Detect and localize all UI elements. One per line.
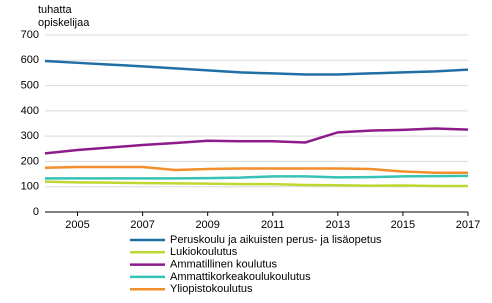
legend-label: Ammattikorkeakoulukoulutus xyxy=(170,271,311,283)
legend-label: Lukiokoulutus xyxy=(170,246,238,258)
x-tick-label: 2009 xyxy=(195,219,219,231)
x-tick-label: 2005 xyxy=(65,219,89,231)
legend-label: Peruskoulu ja aikuisten perus- ja lisäop… xyxy=(170,234,382,246)
series-line xyxy=(44,180,468,188)
x-tick-label: 2017 xyxy=(456,219,480,231)
series-line xyxy=(45,174,469,180)
y-tick-label: 700 xyxy=(21,29,39,41)
x-tick-label: 2013 xyxy=(326,219,350,231)
y-tick-label: 200 xyxy=(21,155,39,167)
x-tick-label: 2011 xyxy=(261,219,285,231)
y-tick-label: 600 xyxy=(21,54,39,66)
x-tick-label: 2015 xyxy=(391,219,415,231)
legend-label: Ammatillinen koulutus xyxy=(170,259,277,271)
y-tick-label: 400 xyxy=(21,105,39,117)
y-axis-label: opiskelijaa xyxy=(38,17,90,29)
y-tick-label: 0 xyxy=(33,206,39,218)
y-tick-label: 100 xyxy=(21,181,39,193)
series-line xyxy=(44,59,469,76)
x-tick-label: 2007 xyxy=(130,219,154,231)
legend-label: Yliopistokoulutus xyxy=(170,283,253,295)
y-tick-label: 300 xyxy=(21,130,39,142)
series-line xyxy=(44,127,469,155)
series-line xyxy=(44,165,468,175)
y-axis-label: tuhatta xyxy=(38,4,73,16)
y-tick-label: 500 xyxy=(21,79,39,91)
